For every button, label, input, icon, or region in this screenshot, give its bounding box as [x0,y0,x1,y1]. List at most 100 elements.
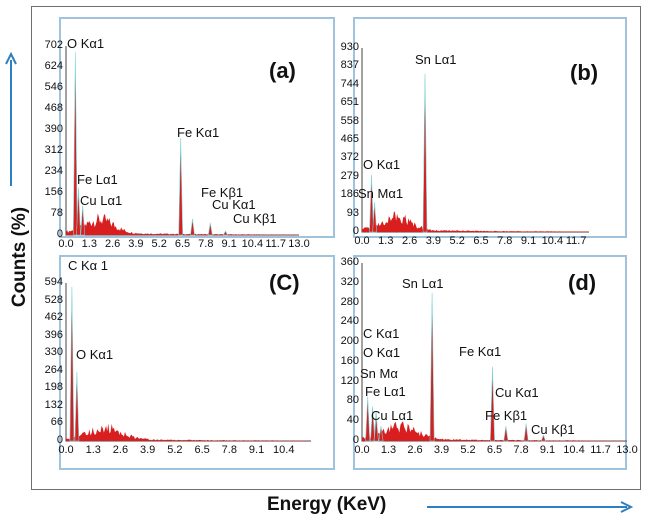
y-tick-label: 66 [50,416,63,429]
x-tick-label: 11.7 [565,235,587,247]
peak-label: Sn Mα1 [358,186,404,201]
spectrum-background [66,213,299,235]
y-tick-label: 546 [44,81,63,93]
peak-label: Fe Lα1 [77,172,118,187]
peak-label: O Kα1 [76,347,114,362]
x-tick-label: 3.9 [433,444,450,456]
y-arrow [5,52,17,186]
x-tick-label: 6.5 [174,238,191,250]
y-tick-label: 390 [44,123,63,135]
spectrum-peak [190,218,195,236]
spectrum-peak [422,73,428,233]
x-tick-label: 10.4 [563,444,585,456]
peak-label: Sn Lα1 [415,52,457,67]
y-tick-label: 0 [352,434,359,446]
spectrum-background [66,423,311,441]
x-tick-label: 0.0 [58,444,74,456]
peak-label: Fe Kβ1 [485,408,528,423]
spectrum-peak [178,138,184,236]
x-tick-label: 1.3 [378,235,394,247]
x-tick-label: 0.0 [58,238,74,250]
eds-panel [353,17,627,238]
spectrum-peak [373,416,379,442]
y-tick-label: 0 [352,225,359,237]
peak-label: Cu Kα1 [212,197,256,212]
y-tick-label: 624 [44,60,63,72]
x-tick-label: 2.6 [407,444,423,456]
spectrum-peak [489,366,495,442]
y-tick-label: 651 [340,96,359,109]
y-tick-label: 372 [340,151,359,164]
x-tick-label: 5.2 [449,235,465,247]
x-tick-label: 5.2 [151,238,167,250]
y-tick-label: 280 [340,295,359,308]
spectrum-background [362,421,627,441]
x-tick-label: 7.8 [221,444,237,456]
x-tick-label: 7.8 [497,235,513,247]
spectrum-peak [74,371,80,442]
spectrum-peak [372,202,377,233]
y-tick-label: 240 [340,315,359,328]
spectrum-peak [503,426,509,442]
y-tick-label: 0 [56,434,63,446]
x-tick-label: 0.0 [354,235,370,247]
x-tick-label: 2.6 [112,444,129,456]
spectrum-peak [370,406,376,442]
peak-label: Sn Mα [360,366,398,381]
peak-label: Cu Kβ1 [233,211,277,226]
x-arrow [427,501,634,513]
y-tick-label: 78 [50,207,63,219]
peak-label: Cu Kβ1 [531,422,575,437]
y-tick-label: 200 [340,335,359,348]
x-tick-label: 5.2 [167,444,183,456]
y-tick-label: 468 [44,102,63,114]
x-tick-label: 7.8 [198,238,214,250]
y-tick-label: 594 [44,276,63,288]
x-tick-label: 2.6 [401,235,418,247]
x-arrow-head [620,501,634,513]
spectrum-background [362,211,589,232]
y-tick-label: 0 [56,228,63,240]
x-tick-label: 1.3 [85,444,101,456]
peak-label: Sn Lα1 [402,276,444,291]
y-tick-label: 837 [340,59,359,72]
x-tick-label: 9.1 [221,238,237,250]
x-tick-label: 1.3 [81,238,97,250]
y-tick-label: 234 [44,165,63,177]
eds-panel [59,17,335,238]
spectrum-peak [72,51,78,236]
panel-label: (a) [269,58,296,83]
y-tick-label: 120 [340,374,359,387]
spectrum-peak [378,426,384,442]
x-tick-label: 10.4 [241,238,264,250]
x-tick-label: 9.1 [248,444,265,456]
panel-label: (C) [269,270,300,295]
y-tick-label: 279 [340,169,359,182]
peak-label: O Kα1 [363,345,401,360]
y-tick-label: 264 [44,363,63,376]
y-tick-label: 80 [346,394,359,407]
x-tick-label: 2.6 [104,238,121,250]
spectrum-peak [429,292,435,442]
spectrum-peak [369,174,374,233]
spectrum-peak [69,286,75,442]
spectrum-peak [365,396,371,442]
y-tick-label: 702 [44,39,63,51]
y-tick-label: 198 [44,381,63,394]
spectrum-peak [540,434,546,442]
peak-label: O Kα1 [363,157,401,172]
x-tick-label: 11.7 [265,238,286,250]
spectrum-peak [76,187,81,236]
peak-label: C Kα1 [363,326,400,341]
y-tick-label: 528 [44,293,63,306]
panel-label: (d) [568,270,597,295]
y-tick-label: 930 [340,41,359,53]
y-tick-label: 186 [340,188,359,201]
x-tick-label: 13.0 [288,238,310,250]
y-tick-label: 40 [346,414,359,427]
x-tick-label: 0.0 [354,444,370,456]
y-tick-label: 360 [340,256,359,268]
